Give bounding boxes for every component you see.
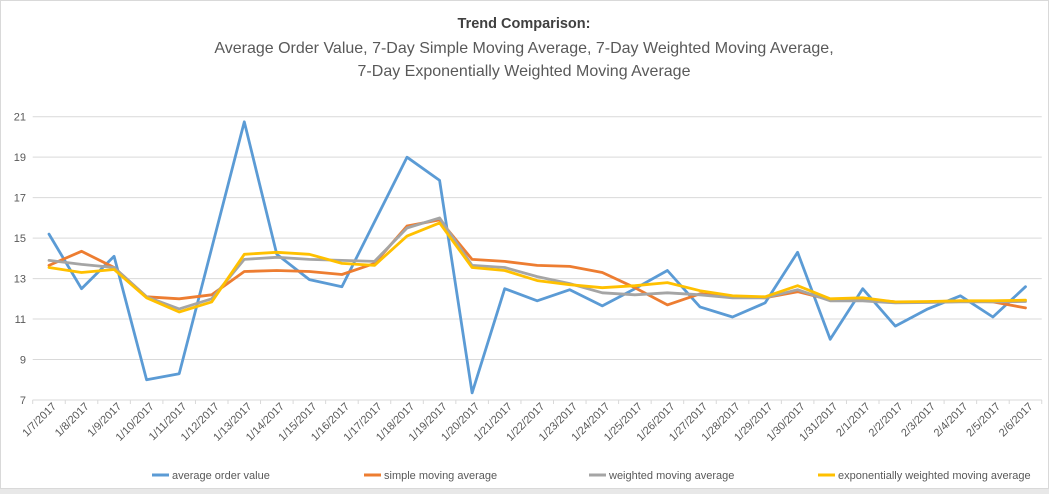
chart-title-line-3: 7-Day Exponentially Weighted Moving Aver… <box>358 63 691 80</box>
chart-title: Trend Comparison: Average Order Value, 7… <box>214 16 833 80</box>
worksheet-background-strip <box>0 489 1049 494</box>
legend: average order value simple moving average… <box>152 470 1031 482</box>
legend-item-average-order-value[interactable]: average order value <box>152 470 270 482</box>
y-axis-tick-label: 17 <box>14 193 26 205</box>
y-axis-tick-label: 7 <box>20 395 26 407</box>
series-line-exponentially-weighted-moving-average <box>47 221 1027 314</box>
x-axis-tick-label: 2/6/2017 <box>997 401 1036 440</box>
legend-item-exponentially-weighted-moving-average[interactable]: exponentially weighted moving average <box>818 470 1031 482</box>
y-axis-labels: 7 9 11 13 15 17 19 21 <box>14 112 26 407</box>
x-axis-tick-label: 1/7/2017 <box>20 401 59 440</box>
legend-label: simple moving average <box>384 470 497 482</box>
y-axis-tick-label: 19 <box>14 152 26 164</box>
x-axis-tick-label: 2/2/2017 <box>867 401 906 440</box>
series-lines <box>47 120 1027 395</box>
x-axis-tick-label: 1/8/2017 <box>53 401 92 440</box>
x-axis: 1/7/20171/8/20171/9/20171/10/20171/11/20… <box>20 399 1043 444</box>
series-line-weighted-moving-average <box>47 216 1027 311</box>
legend-label: exponentially weighted moving average <box>838 470 1031 482</box>
y-axis-tick-label: 21 <box>14 112 26 124</box>
y-axis-tick-label: 13 <box>14 274 26 286</box>
chart-title-line-1: Trend Comparison: <box>458 16 591 32</box>
y-axis-tick-label: 11 <box>15 314 26 326</box>
x-axis-tick-label: 2/3/2017 <box>899 401 938 440</box>
x-axis-tick-label: 2/5/2017 <box>964 401 1003 440</box>
series-line-simple-moving-average <box>47 218 1027 310</box>
legend-item-simple-moving-average[interactable]: simple moving average <box>364 470 497 482</box>
x-axis-tick-label: 2/4/2017 <box>932 401 971 440</box>
series-line-average-order-value <box>47 120 1027 395</box>
gridlines <box>32 116 1042 401</box>
legend-label: weighted moving average <box>608 470 734 482</box>
legend-label: average order value <box>172 470 270 482</box>
y-axis-tick-label: 9 <box>20 355 26 367</box>
x-axis-tick-label: 2/1/2017 <box>834 401 873 440</box>
chart-title-line-2: Average Order Value, 7-Day Simple Moving… <box>214 40 833 57</box>
legend-item-weighted-moving-average[interactable]: weighted moving average <box>589 470 734 482</box>
y-axis-tick-label: 15 <box>14 233 26 245</box>
